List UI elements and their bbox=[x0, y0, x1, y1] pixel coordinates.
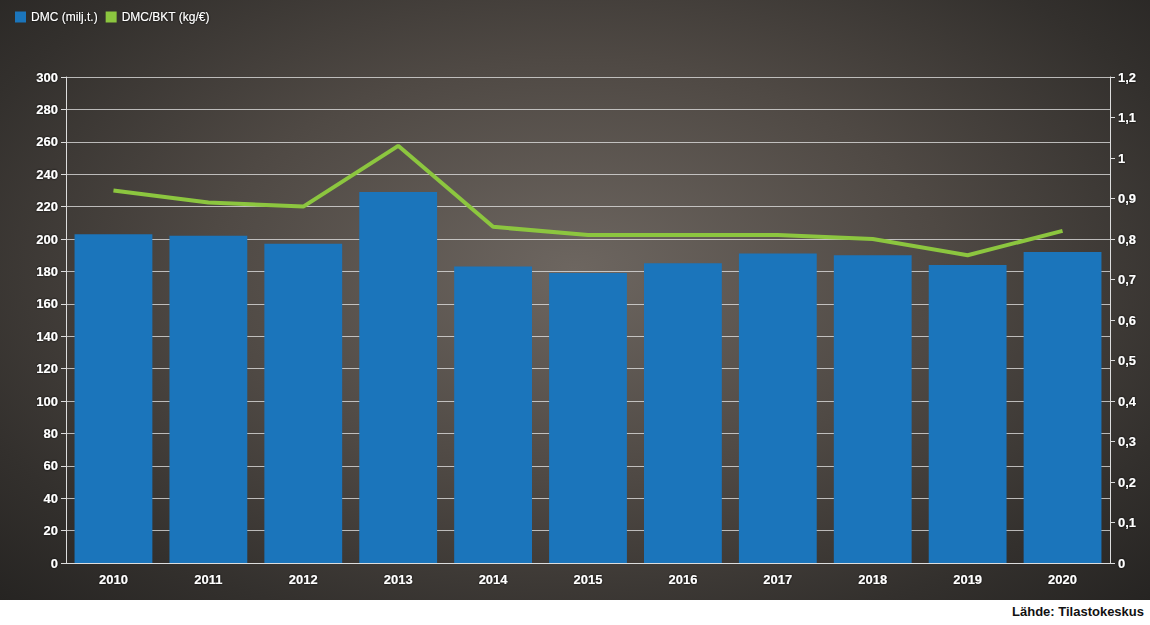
html-text:Lähde: Tilastokeskus: Lähde: Tilastokeskus bbox=[1012, 604, 1144, 619]
svg-text:1,2: 1,2 bbox=[1118, 70, 1136, 85]
svg-text:0,9: 0,9 bbox=[1118, 191, 1136, 206]
svg-text:2018: 2018 bbox=[858, 572, 887, 587]
svg-text:20: 20 bbox=[44, 523, 58, 538]
svg-text:140: 140 bbox=[36, 329, 58, 344]
svg-text:1,1: 1,1 bbox=[1118, 110, 1136, 125]
svg-text:0,7: 0,7 bbox=[1118, 272, 1136, 287]
svg-text:0,1: 0,1 bbox=[1118, 515, 1136, 530]
svg-text:280: 280 bbox=[36, 102, 58, 117]
svg-text:2016: 2016 bbox=[668, 572, 697, 587]
svg-text:2012: 2012 bbox=[289, 572, 318, 587]
svg-text:2015: 2015 bbox=[574, 572, 603, 587]
svg-text:2013: 2013 bbox=[384, 572, 413, 587]
svg-text:2017: 2017 bbox=[763, 572, 792, 587]
svg-text:40: 40 bbox=[44, 491, 58, 506]
svg-text:DMC (milj.t.): DMC (milj.t.) bbox=[31, 10, 98, 24]
svg-text:0,2: 0,2 bbox=[1118, 475, 1136, 490]
svg-text:0: 0 bbox=[1118, 556, 1125, 571]
svg-text:180: 180 bbox=[36, 264, 58, 279]
svg-text:100: 100 bbox=[36, 394, 58, 409]
svg-text:60: 60 bbox=[44, 458, 58, 473]
svg-text:200: 200 bbox=[36, 232, 58, 247]
svg-text:160: 160 bbox=[36, 296, 58, 311]
svg-text:DMC/BKT (kg/€): DMC/BKT (kg/€) bbox=[122, 10, 210, 24]
svg-text:2020: 2020 bbox=[1048, 572, 1077, 587]
svg-text:260: 260 bbox=[36, 134, 58, 149]
svg-text:0,8: 0,8 bbox=[1118, 232, 1136, 247]
svg-text:0,3: 0,3 bbox=[1118, 434, 1136, 449]
svg-text:0,6: 0,6 bbox=[1118, 313, 1136, 328]
svg-text:1: 1 bbox=[1118, 151, 1125, 166]
svg-text:0,4: 0,4 bbox=[1118, 394, 1137, 409]
svg-text:2010: 2010 bbox=[99, 572, 128, 587]
svg-text:0,5: 0,5 bbox=[1118, 353, 1136, 368]
svg-text:120: 120 bbox=[36, 361, 58, 376]
svg-text:0: 0 bbox=[51, 556, 58, 571]
svg-text:2014: 2014 bbox=[479, 572, 509, 587]
svg-text:300: 300 bbox=[36, 70, 58, 85]
svg-text:220: 220 bbox=[36, 199, 58, 214]
svg-text:240: 240 bbox=[36, 167, 58, 182]
svg-text:2019: 2019 bbox=[953, 572, 982, 587]
svg-text:80: 80 bbox=[44, 426, 58, 441]
svg-text:2011: 2011 bbox=[194, 572, 222, 587]
